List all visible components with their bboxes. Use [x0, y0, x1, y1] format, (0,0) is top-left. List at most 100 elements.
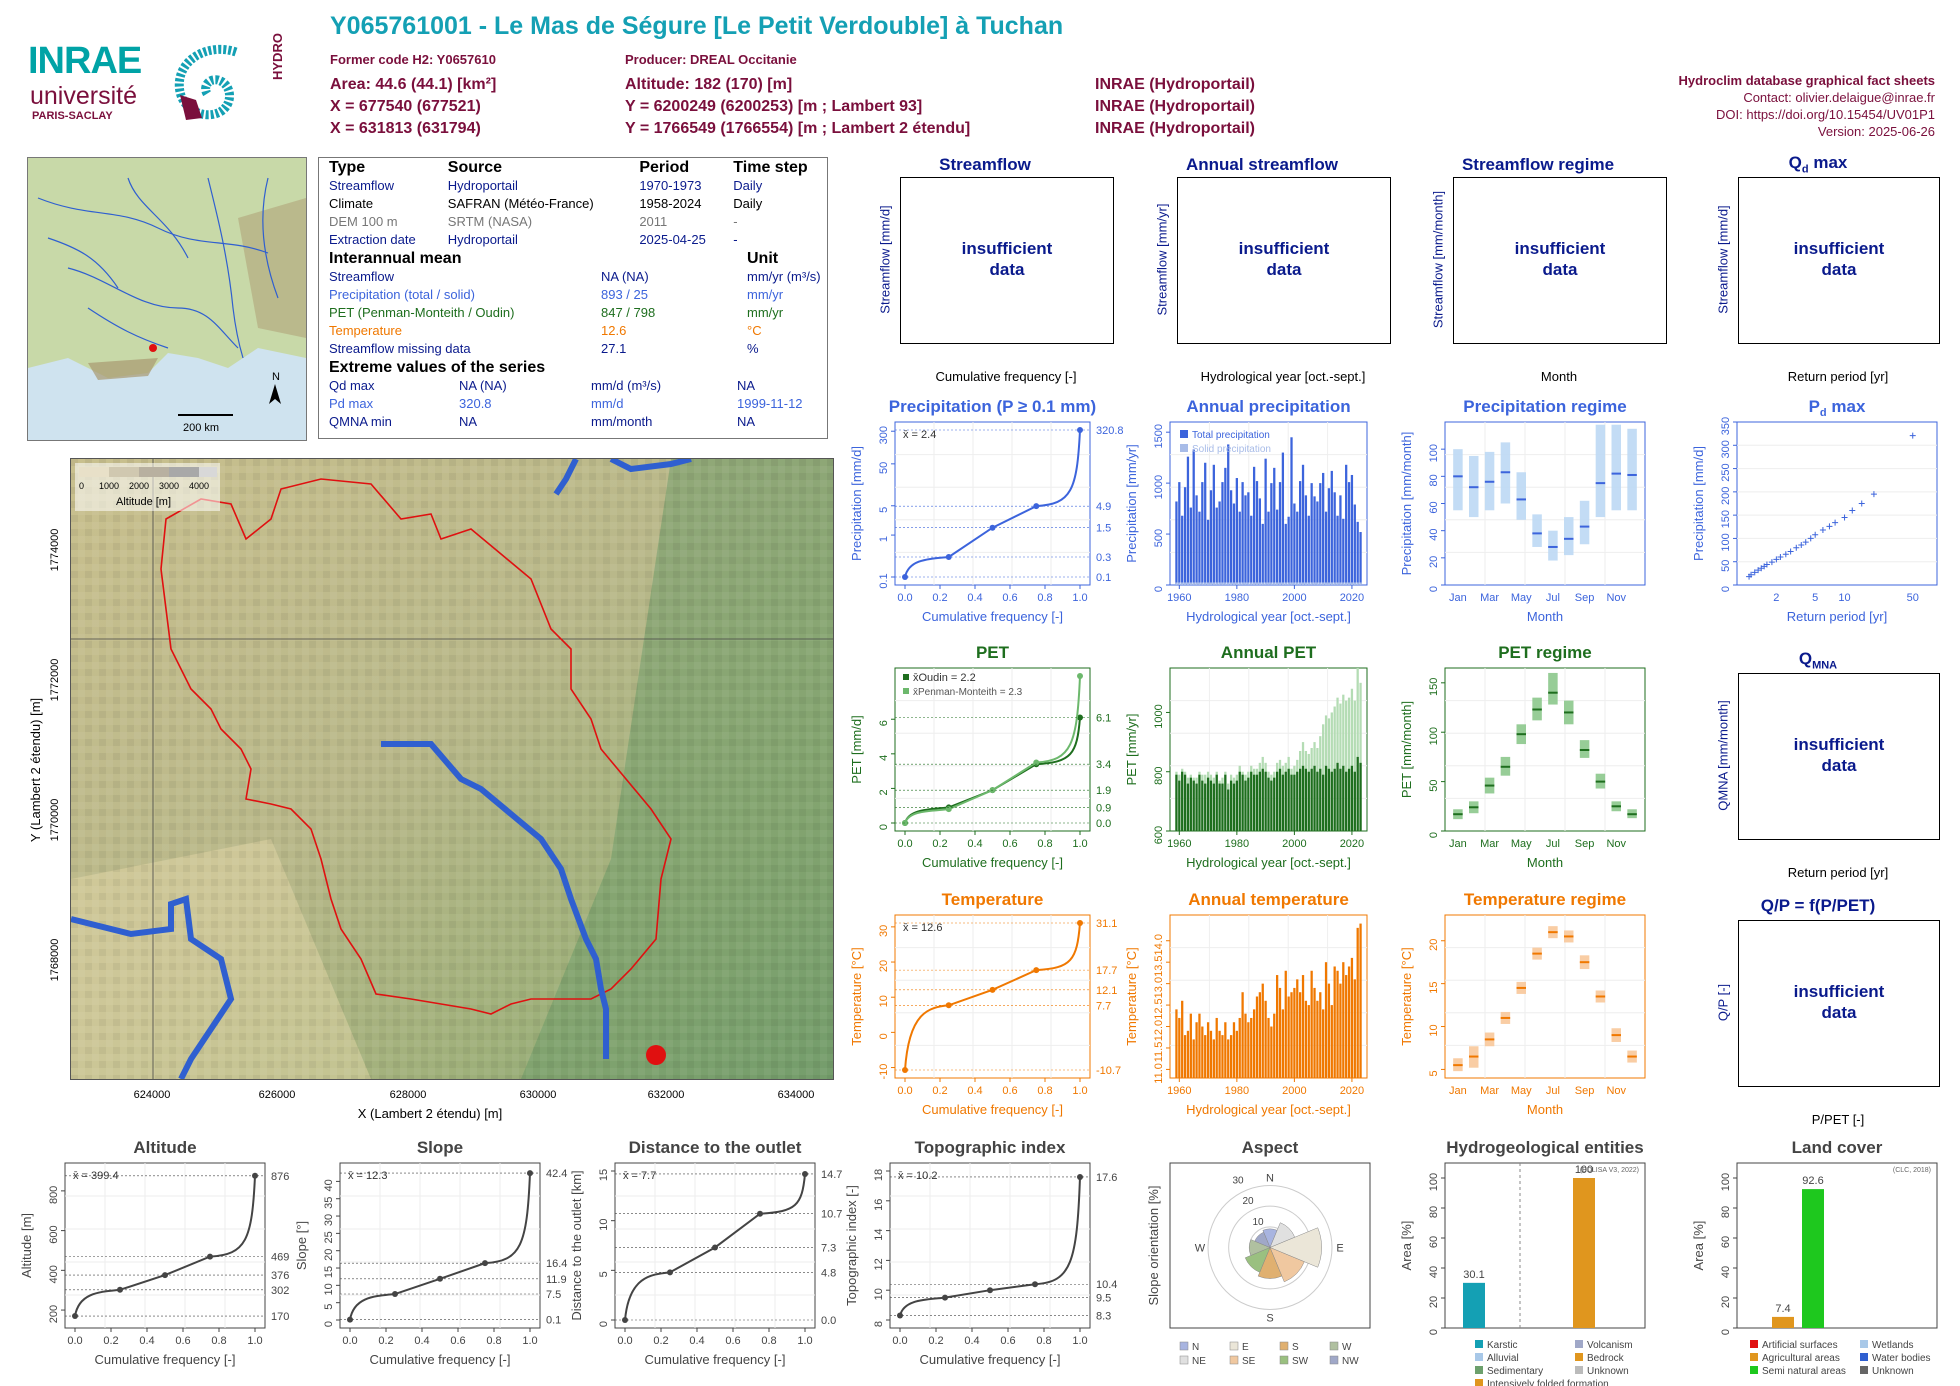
bar — [1356, 521, 1359, 585]
mean-label: x̄ = 12.6 — [903, 922, 942, 934]
bar — [1347, 697, 1351, 831]
bar — [1275, 771, 1279, 831]
x-tick-label: Mar — [1480, 1085, 1499, 1097]
extreme-row: Pd max 320.8 mm/d 1999-11-12 — [319, 395, 827, 413]
panel-title: Altitude — [133, 1138, 196, 1157]
solid-bar — [1316, 582, 1319, 585]
bar — [1192, 449, 1195, 585]
bar — [1333, 492, 1336, 585]
bar — [1258, 992, 1262, 1078]
panel-title: Annual temperature — [1188, 890, 1349, 909]
y-tick-label: 0 — [323, 1321, 335, 1327]
cdf-line — [624, 1173, 806, 1321]
bar — [1206, 519, 1210, 585]
db-info: Hydroclim database graphical fact sheets… — [1679, 72, 1935, 140]
altitude-legend: 0 1000 2000 3000 4000 Altitude [m] — [75, 463, 220, 511]
rose-sector — [1257, 1246, 1283, 1279]
bar — [1359, 923, 1362, 1078]
msg-line1: insufficient — [1793, 982, 1885, 1001]
y-tick-label: 0.1 — [878, 573, 890, 588]
mean-unit: °C — [747, 323, 762, 338]
x-axis-label: Hydrological year [oct.-sept.] — [1186, 1102, 1351, 1117]
y-tick-label: 0 — [1428, 586, 1440, 592]
y-tick-label: 11.0 — [1153, 1063, 1165, 1084]
qp-panel: Q/P = f(P/PET) insufficient data Q/P [-] … — [1693, 895, 1943, 1135]
right-tick-label: 320.8 — [1096, 425, 1124, 437]
bar — [1250, 1017, 1253, 1078]
source-cell: SAFRAN (Météo-France) — [447, 196, 594, 211]
cdf-point — [117, 1286, 123, 1293]
bar — [1267, 511, 1270, 585]
solid-bar — [1244, 582, 1247, 585]
legend-swatch — [1860, 1366, 1868, 1374]
station-location-marker — [149, 344, 157, 352]
bar — [1255, 481, 1259, 585]
bar — [1238, 511, 1241, 585]
y-tick-label: 13.5 — [1153, 955, 1165, 976]
y-tick-label: 80 — [1428, 474, 1440, 486]
x-tick-label: 0.6 — [175, 1335, 190, 1347]
legend-label: Solid precipitation — [1192, 444, 1271, 455]
bar — [1299, 992, 1302, 1078]
panel-title: Streamflow — [939, 155, 1031, 174]
bar — [1238, 1017, 1241, 1078]
solid-bar — [1327, 582, 1331, 585]
bar — [1206, 777, 1210, 831]
period-cell: 1958-2024 — [639, 196, 702, 211]
catchment-boundary — [160, 478, 672, 1015]
bar — [1342, 694, 1345, 831]
legend-swatch — [1750, 1353, 1758, 1361]
y-tick-label: 60 — [1428, 1236, 1440, 1248]
legend-label: S — [1292, 1342, 1299, 1353]
panel-title: Streamflow regime — [1461, 155, 1615, 174]
right-tick-label: 11.9 — [546, 1274, 567, 1286]
annual-streamflow-panel: Annual streamflow insufficient data Strea… — [1132, 152, 1392, 392]
bar — [1345, 771, 1348, 831]
y-tick-label: 10 — [873, 1288, 885, 1300]
legend-label: NE — [1192, 1356, 1206, 1367]
ring-label: 10 — [1252, 1217, 1264, 1228]
y-axis-label: Area [%] — [1399, 1221, 1414, 1271]
ext-value: NA (NA) — [459, 378, 507, 393]
right-tick-label: 42.4 — [546, 1168, 567, 1180]
msg-line1: insufficient — [1238, 239, 1330, 258]
solid-bar — [1178, 582, 1181, 585]
step-cell: Daily — [733, 178, 763, 193]
bar — [1186, 456, 1190, 585]
bar — [1345, 975, 1348, 1078]
source-1: INRAE (Hydroportail) — [1095, 76, 1255, 93]
contact[interactable]: Contact: olivier.delaigue@inrae.fr — [1743, 90, 1935, 105]
right-tick-label: 10.7 — [821, 1209, 842, 1221]
bar — [1290, 992, 1293, 1078]
y-tick-label: 10 — [1428, 1024, 1440, 1036]
x-lambert2e: X = 631813 (631794) — [330, 120, 481, 137]
bar — [1244, 495, 1247, 585]
legend-swatch — [1279, 1341, 1289, 1351]
bar — [1278, 768, 1282, 831]
y-tick-label: 50 — [1720, 560, 1732, 572]
x-tick-label: 0.0 — [67, 1335, 82, 1347]
legend-tick: 0 — [79, 481, 84, 491]
x-tick-label: Sep — [1575, 838, 1595, 850]
y-tick-label: 40 — [1428, 1266, 1440, 1278]
bar — [1301, 765, 1305, 831]
legend-tick: 3000 — [159, 481, 179, 491]
ext-date: NA — [737, 378, 756, 393]
bar — [1339, 768, 1342, 831]
mean-row: Streamflow NA (NA) mm/yr (m³/s) — [319, 268, 827, 286]
legend-swatch — [1750, 1340, 1758, 1348]
step-cell: Daily — [733, 196, 763, 211]
doi[interactable]: DOI: https://doi.org/10.15454/UV01P1 — [1716, 107, 1935, 122]
source-cell: SRTM (NASA) — [447, 214, 533, 229]
insufficient-data-msg: insufficient data — [1739, 981, 1939, 1023]
point — [1826, 523, 1833, 530]
bar — [1270, 483, 1273, 585]
mean-unit: mm/yr — [747, 305, 784, 320]
bar — [1296, 511, 1299, 585]
x-tick-label: 2000 — [1282, 592, 1306, 604]
solid-bar — [1353, 582, 1356, 585]
bar — [1333, 966, 1336, 1078]
y-tick-label: 5 — [598, 1271, 610, 1277]
x-tick-label: Jan — [1449, 838, 1467, 850]
x-tick-label: 0.2 — [932, 1085, 947, 1097]
